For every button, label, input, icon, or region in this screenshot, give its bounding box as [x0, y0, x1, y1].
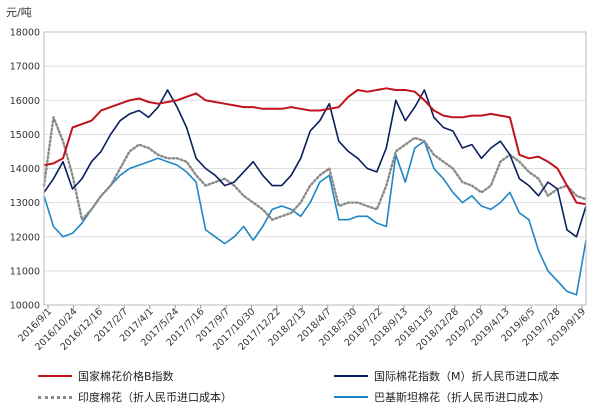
grid-lines [44, 31, 586, 306]
y-tick-label: 18000 [10, 28, 40, 39]
series-line-intl_m [43, 89, 587, 238]
plot-frame [43, 31, 587, 306]
y-tick-label: 16000 [10, 96, 40, 107]
legend-swatch-cc-index [38, 375, 72, 377]
y-tick-label: 13000 [10, 198, 40, 209]
legend-item-pakistan: 巴基斯坦棉花（折人民币进口成本） [334, 389, 550, 405]
legend-label-cc-index: 国家棉花价格B指数 [78, 370, 174, 383]
y-tick-label: 10000 [10, 301, 40, 312]
series-line-pakistan [43, 140, 587, 296]
legend-label-india: 印度棉花（折人民币进口成本） [78, 391, 232, 404]
y-tick-label: 11000 [10, 266, 40, 277]
y-tick-label: 17000 [10, 62, 40, 73]
y-tick-label: 15000 [10, 130, 40, 141]
series-line-india [42, 116, 588, 221]
legend-label-intl-m: 国际棉花指数（M）折人民币进口成本 [374, 370, 560, 383]
legend-swatch-intl-m [334, 375, 368, 377]
legend-item-intl-m: 国际棉花指数（M）折人民币进口成本 [334, 368, 560, 384]
y-axis-unit-label: 元/吨 [6, 6, 32, 19]
legend-swatch-pakistan [334, 396, 368, 398]
series-lines [42, 87, 588, 296]
legend-item-india: 印度棉花（折人民币进口成本） [38, 389, 232, 405]
y-tick-label: 12000 [10, 232, 40, 243]
y-axis-ticks: 10000 11000 12000 13000 14000 15000 16000 17000… [10, 28, 40, 312]
y-tick-label: 14000 [10, 164, 40, 175]
legend-item-cc-index: 国家棉花价格B指数 [38, 368, 174, 384]
x-axis-ticks: 2016/9/12016/10/242016/12/162017/2/72017… [16, 305, 588, 353]
legend-label-pakistan: 巴基斯坦棉花（折人民币进口成本） [374, 391, 550, 404]
legend-swatch-india [38, 395, 72, 399]
series-line-cc_index [43, 87, 587, 206]
